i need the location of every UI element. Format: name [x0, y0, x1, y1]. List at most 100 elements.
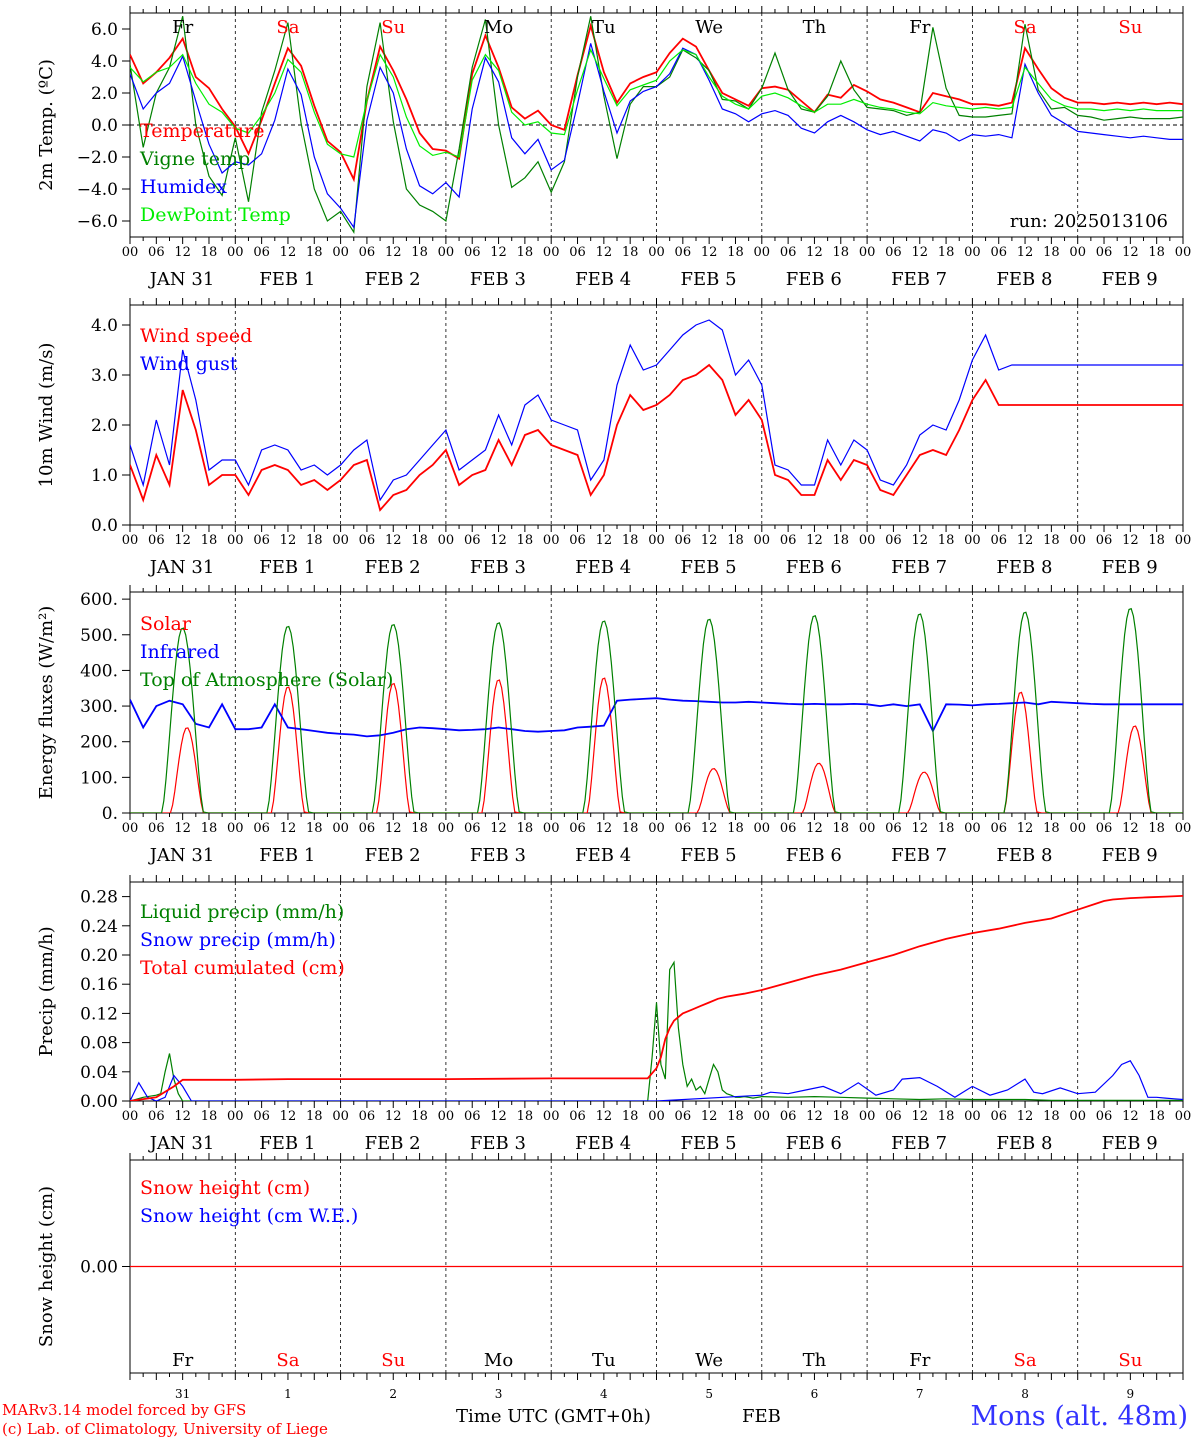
series-line-snow-precip-mm-h- [130, 1060, 1183, 1101]
y-axis-title: 2m Temp. (ºC) [36, 59, 57, 191]
x-tick-label: 12 [1122, 533, 1139, 548]
x-date-label: FEB 3 [470, 269, 526, 290]
x-tick-label: 18 [411, 1109, 428, 1124]
legend-entry: Vigne temp [139, 148, 250, 170]
x-tick-label: 00 [754, 533, 771, 548]
y-tick-label: 0.00 [80, 1092, 118, 1112]
x-tick-label: 12 [280, 821, 297, 836]
x-tick-label: 18 [727, 1109, 744, 1124]
x-tick-label: 12 [1122, 245, 1139, 260]
y-tick-label: 2.0 [91, 416, 118, 436]
x-tick-label: 06 [569, 245, 586, 260]
x-date-label: FEB 8 [996, 1133, 1052, 1154]
day-name: We [695, 1350, 723, 1371]
x-tick-label: 18 [517, 245, 534, 260]
x-tick-label: 12 [385, 533, 402, 548]
legend-entry: Solar [140, 613, 192, 635]
station-name: Mons (alt. 48m) [970, 1401, 1188, 1432]
x-tick-label: 12 [1017, 245, 1034, 260]
x-tick-label: 00 [543, 533, 560, 548]
y-tick-label: 3.0 [91, 366, 118, 386]
day-name: Mo [484, 17, 513, 38]
y-tick-label: 600. [80, 590, 118, 610]
x-tick-label: 12 [280, 533, 297, 548]
x-tick-label: 06 [148, 533, 165, 548]
x-tick-label: 18 [411, 821, 428, 836]
legend-entry: Infrared [140, 641, 220, 663]
x-tick-label: 06 [253, 533, 270, 548]
month-label: FEB [742, 1406, 781, 1427]
x-date-label: FEB 9 [1102, 845, 1158, 866]
x-tick-label: 00 [648, 821, 665, 836]
y-tick-label: −6.0 [77, 212, 118, 232]
x-tick-label: 18 [622, 821, 639, 836]
x-tick-label: 06 [569, 533, 586, 548]
x-date-label: FEB 6 [786, 557, 842, 578]
x-tick-label: 00 [1069, 533, 1086, 548]
x-date-label: FEB 6 [786, 845, 842, 866]
y-tick-label: 4.0 [91, 316, 118, 336]
x-tick-label: 12 [701, 533, 718, 548]
y-tick-label: 200. [80, 733, 118, 753]
x-tick-label: 06 [464, 245, 481, 260]
x-tick-label: 06 [359, 1109, 376, 1124]
x-tick-label: 06 [675, 821, 692, 836]
x-tick-label: 06 [359, 821, 376, 836]
y-tick-label: 400. [80, 661, 118, 681]
x-date-label: FEB 1 [259, 845, 315, 866]
x-tick-label: 18 [938, 1109, 955, 1124]
y-tick-label: 0.20 [80, 946, 118, 966]
series-line-temperature [130, 22, 1183, 183]
x-tick-label: 06 [253, 245, 270, 260]
x-tick-label: 00 [438, 533, 455, 548]
day-number: 5 [705, 1387, 713, 1401]
x-tick-label: 18 [1148, 821, 1165, 836]
x-tick-label: 18 [306, 821, 323, 836]
x-date-label: FEB 3 [470, 1133, 526, 1154]
x-date-label: FEB 9 [1102, 269, 1158, 290]
x-tick-label: 00 [859, 1109, 876, 1124]
x-tick-label: 00 [1175, 1109, 1192, 1124]
x-date-label: FEB 4 [575, 1133, 631, 1154]
day-number: 1 [284, 1387, 292, 1401]
x-tick-label: 00 [227, 1109, 244, 1124]
x-tick-label: 12 [911, 821, 928, 836]
x-tick-label: 12 [490, 245, 507, 260]
x-tick-label: 06 [464, 821, 481, 836]
y-tick-label: 0.08 [80, 1034, 118, 1054]
y-tick-label: 500. [80, 626, 118, 646]
x-tick-label: 06 [990, 1109, 1007, 1124]
x-tick-label: 00 [1175, 821, 1192, 836]
series-line-wind-gust [130, 319, 1183, 502]
x-tick-label: 18 [411, 245, 428, 260]
series-group [130, 319, 1183, 512]
y-tick-label: 4.0 [91, 52, 118, 72]
x-tick-label: 06 [148, 821, 165, 836]
x-tick-label: 06 [569, 1109, 586, 1124]
x-tick-label: 12 [490, 821, 507, 836]
y-tick-label: 0.00 [80, 1258, 118, 1278]
x-tick-label: 06 [780, 821, 797, 836]
x-tick-label: 12 [911, 245, 928, 260]
legend-entry: DewPoint Temp [140, 204, 291, 226]
x-tick-label: 12 [1017, 1109, 1034, 1124]
x-tick-label: 18 [411, 533, 428, 548]
x-tick-label: 12 [174, 821, 191, 836]
x-tick-label: 12 [1122, 821, 1139, 836]
day-name: Su [1118, 17, 1142, 38]
x-tick-label: 12 [806, 1109, 823, 1124]
x-date-label: FEB 7 [891, 845, 947, 866]
x-tick-label: 06 [1096, 533, 1113, 548]
day-name: Fr [909, 1350, 930, 1371]
day-name: Mo [484, 1350, 513, 1371]
x-date-label: FEB 2 [365, 269, 421, 290]
x-tick-label: 12 [701, 821, 718, 836]
y-axis-title: Energy fluxes (W/m²) [36, 606, 57, 800]
x-date-label: FEB 1 [259, 269, 315, 290]
x-tick-label: 18 [727, 821, 744, 836]
x-tick-label: 18 [833, 821, 850, 836]
x-tick-label: 18 [201, 533, 218, 548]
x-tick-label: 00 [227, 533, 244, 548]
y-tick-label: 100. [80, 768, 118, 788]
x-tick-label: 18 [1148, 245, 1165, 260]
